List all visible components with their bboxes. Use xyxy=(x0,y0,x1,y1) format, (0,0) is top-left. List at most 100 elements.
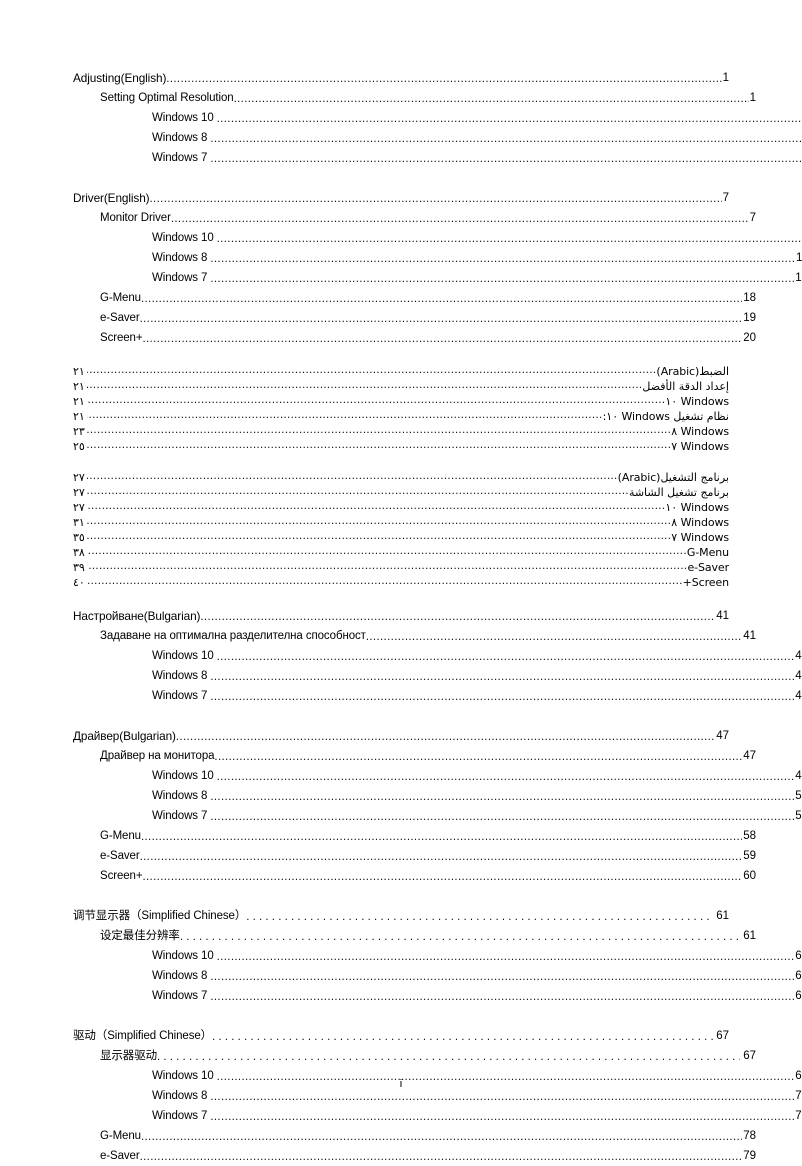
toc-entry-page-number: 63 xyxy=(795,970,802,982)
toc-entry[interactable]: Windows 8 63 xyxy=(73,966,802,986)
toc-entry[interactable]: برنامج تشغيل الشاشة ٢٧ xyxy=(73,485,729,500)
toc-entry[interactable]: Screen+ 20 xyxy=(73,328,756,348)
dot-leader xyxy=(217,236,801,246)
toc-entry[interactable]: إعداد الدقة الأفضل ٢١ xyxy=(73,379,729,394)
toc-entry-label: e-Saver xyxy=(687,561,729,574)
toc-entry-page-number: ٢٧ xyxy=(73,501,85,514)
toc-entry[interactable]: G-Menu 18 xyxy=(73,288,756,308)
toc-entry-label: Windows 7 xyxy=(152,990,208,1002)
dot-leader xyxy=(140,854,743,864)
toc-entry-label: Windows 8 xyxy=(152,1090,208,1102)
toc-entry[interactable]: Задаване на оптимална разделителна спосо… xyxy=(73,626,756,646)
toc-entry[interactable]: e-Saver 59 xyxy=(73,846,756,866)
toc-entry[interactable]: Monitor Driver 7 xyxy=(73,208,756,228)
toc-entry[interactable]: Windows ٨ ٢٣ xyxy=(73,424,729,439)
toc-entry[interactable]: Screen+ 60 xyxy=(73,866,756,886)
toc-entry-page-number: 45 xyxy=(795,690,802,702)
toc-entry[interactable]: Windows 101 xyxy=(73,108,802,128)
dot-leader xyxy=(87,489,629,498)
toc-entry[interactable]: 驱动（Simplified Chinese） 67 xyxy=(73,1026,729,1046)
toc-entry[interactable]: Windows ١٠ ٢٧ xyxy=(73,500,729,515)
toc-entry[interactable]: برنامج التشغيل(Arabic) ٢٧ xyxy=(73,470,729,485)
toc-entry-label: e-Saver xyxy=(100,850,140,862)
dot-leader xyxy=(141,834,742,844)
dot-leader xyxy=(87,504,666,513)
toc-entry-label: Screen+ xyxy=(682,576,729,589)
toc-entry-label: 驱动（Simplified Chinese） xyxy=(73,1030,213,1042)
toc-entry[interactable]: e-Saver ٣٩ xyxy=(73,560,729,575)
toc-entry[interactable]: Настройване(Bulgarian) 41 xyxy=(73,606,729,626)
toc-entry[interactable]: Windows 10 67 xyxy=(73,1066,802,1086)
toc-entry-label: Adjusting(English) xyxy=(73,71,167,85)
dot-leader xyxy=(87,428,671,437)
toc-entry[interactable]: الضبط(Arabic) ٢١ xyxy=(73,364,729,379)
toc-entry-page-number: 41 xyxy=(795,650,802,662)
toc-entry-label: Windows ٧ xyxy=(671,440,729,453)
toc-entry[interactable]: Windows 8 11 xyxy=(73,248,802,268)
toc-entry-page-number: ٢٣ xyxy=(73,425,85,438)
toc-entry-label: Windows 7 xyxy=(152,272,208,284)
dot-leader xyxy=(210,674,794,684)
toc-entry-label: G-Menu xyxy=(100,1130,141,1142)
toc-entry[interactable]: Adjusting(English) 1 xyxy=(73,68,729,88)
toc-entry[interactable]: Windows 10 47 xyxy=(73,766,802,786)
toc-entry-page-number: 51 xyxy=(795,790,802,802)
toc-entry[interactable]: Windows 107 xyxy=(73,228,802,248)
toc-entry-label: Screen+ xyxy=(100,870,143,882)
toc-entry-label: Windows ٨ xyxy=(671,516,729,529)
toc-entry[interactable]: Driver(English) 7 xyxy=(73,188,729,208)
toc-entry[interactable]: Windows 10 41 xyxy=(73,646,802,666)
toc-entry-page-number: 47 xyxy=(743,750,756,762)
toc-entry-label: Windows 8 xyxy=(152,132,208,144)
toc-entry-label: Windows 10 xyxy=(152,650,214,662)
toc-entry[interactable]: Screen+ ٤٠ xyxy=(73,575,729,590)
dot-leader xyxy=(210,994,794,1004)
section-spacer xyxy=(73,454,729,470)
toc-entry[interactable]: Windows 7 45 xyxy=(73,686,802,706)
toc-entry[interactable]: Windows 7 55 xyxy=(73,806,802,826)
toc-entry[interactable]: Windows 7 15 xyxy=(73,268,802,288)
toc-entry[interactable]: نظام تشغيل Windows ١٠: ٢١ xyxy=(73,409,729,424)
toc-entry[interactable]: Драйвер(Bulgarian) 47 xyxy=(73,726,729,746)
toc-entry[interactable]: Windows 8 43 xyxy=(73,666,802,686)
toc-entry-page-number: 47 xyxy=(795,770,802,782)
toc-section-driver-chinese: 驱动（Simplified Chinese）67显示器驱动67Windows 1… xyxy=(73,1026,802,1166)
toc-entry-label: برنامج تشغيل الشاشة xyxy=(628,486,729,499)
toc-entry-label: G-Menu xyxy=(100,830,141,842)
toc-entry-label: Setting Optimal Resolution xyxy=(100,92,234,104)
toc-entry[interactable]: G-Menu 58 xyxy=(73,826,756,846)
dot-leader xyxy=(87,383,643,392)
toc-entry[interactable]: Windows 10 61 xyxy=(73,946,802,966)
toc-entry-label: Задаване на оптимална разделителна спосо… xyxy=(100,630,366,642)
toc-entry-page-number: 41 xyxy=(716,610,729,622)
toc-entry-page-number: ٣٨ xyxy=(73,546,85,559)
toc-entry[interactable]: Windows 8 71 xyxy=(73,1086,802,1106)
toc-entry[interactable]: e-Saver 19 xyxy=(73,308,756,328)
toc-entry-label: Windows 7 xyxy=(152,152,208,164)
toc-entry[interactable]: 显示器驱动 67 xyxy=(73,1046,756,1066)
toc-entry[interactable]: Драйвер на монитора 47 xyxy=(73,746,756,766)
toc-entry[interactable]: Windows 83 xyxy=(73,128,802,148)
dot-leader xyxy=(217,774,795,784)
toc-entry[interactable]: Windows ٧ ٣٥ xyxy=(73,530,729,545)
toc-entry[interactable]: Windows ١٠ ٢١ xyxy=(73,394,729,409)
toc-entry-page-number: 75 xyxy=(795,1110,802,1122)
toc-entry[interactable]: e-Saver 79 xyxy=(73,1146,756,1166)
dot-leader xyxy=(142,336,742,346)
toc-entry-label: Драйвер(Bulgarian) xyxy=(73,729,176,743)
toc-entry[interactable]: Windows 75 xyxy=(73,148,802,168)
toc-entry[interactable]: Windows 7 65 xyxy=(73,986,802,1006)
toc-entry[interactable]: G-Menu 78 xyxy=(73,1126,756,1146)
toc-entry[interactable]: Windows ٨ ٣١ xyxy=(73,515,729,530)
toc-entry[interactable]: 设定最佳分辨率 61 xyxy=(73,926,756,946)
toc-entry[interactable]: Setting Optimal Resolution 1 xyxy=(73,88,756,108)
toc-entry[interactable]: Windows 8 51 xyxy=(73,786,802,806)
toc-entry[interactable]: Windows ٧ ٢٥ xyxy=(73,439,729,454)
toc-entry-page-number: 1 xyxy=(749,92,756,104)
toc-entry[interactable]: Windows 7 75 xyxy=(73,1106,802,1126)
toc-entry[interactable]: 调节显示器（Simplified Chinese） 61 xyxy=(73,906,729,926)
toc-entry[interactable]: G-Menu ٣٨ xyxy=(73,545,729,560)
